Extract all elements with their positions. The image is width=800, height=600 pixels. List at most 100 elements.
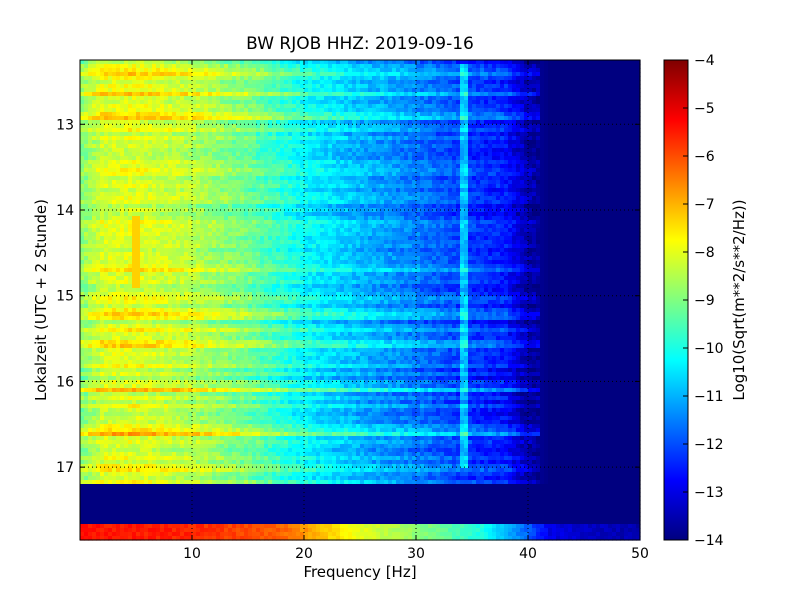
heatmap-cell [124, 124, 129, 129]
heatmap-cell [260, 124, 265, 129]
heatmap-cell [140, 72, 145, 77]
heatmap-cell [360, 152, 365, 157]
heatmap-cell [80, 148, 85, 153]
heatmap-cell [256, 140, 261, 145]
heatmap-cell [500, 104, 505, 109]
heatmap-cell [512, 160, 517, 165]
heatmap-cell [412, 88, 417, 93]
heatmap-cell [184, 120, 189, 125]
heatmap-cell [112, 112, 117, 117]
heatmap-cell [616, 148, 621, 153]
heatmap-cell [336, 144, 341, 149]
heatmap-cell [528, 92, 533, 97]
heatmap-cell [496, 108, 501, 113]
heatmap-cell [224, 184, 229, 189]
heatmap-cell [556, 188, 561, 193]
heatmap-cell [380, 64, 385, 69]
heatmap-cell [180, 164, 185, 169]
heatmap-cell [188, 172, 193, 177]
heatmap-cell [92, 156, 97, 161]
heatmap-cell [368, 168, 373, 173]
heatmap-cell [264, 92, 269, 97]
heatmap-cell [380, 112, 385, 117]
heatmap-cell [560, 96, 565, 101]
heatmap-cell [116, 164, 121, 169]
heatmap-cell [300, 64, 305, 69]
heatmap-cell [548, 184, 553, 189]
heatmap-cell [380, 152, 385, 157]
heatmap-cell [320, 176, 325, 181]
heatmap-cell [256, 84, 261, 89]
heatmap-cell [100, 172, 105, 177]
heatmap-cell [412, 180, 417, 185]
heatmap-cell [360, 116, 365, 121]
heatmap-cell [244, 164, 249, 169]
heatmap-cell [472, 152, 477, 157]
heatmap-cell [420, 72, 425, 77]
heatmap-cell [84, 196, 89, 201]
heatmap-cell [156, 192, 161, 197]
heatmap-cell [364, 84, 369, 89]
heatmap-cell [540, 120, 545, 125]
heatmap-cell [212, 164, 217, 169]
heatmap-cell [92, 200, 97, 205]
heatmap-cell [208, 80, 213, 85]
heatmap-cell [568, 72, 573, 77]
heatmap-cell [400, 196, 405, 201]
heatmap-cell [424, 132, 429, 137]
heatmap-cell [632, 80, 637, 85]
heatmap-cell [560, 132, 565, 137]
heatmap-cell [416, 60, 421, 65]
heatmap-cell [448, 120, 453, 125]
heatmap-cell [404, 88, 409, 93]
heatmap-cell [536, 160, 541, 165]
heatmap-cell [500, 144, 505, 149]
heatmap-cell [128, 92, 133, 97]
heatmap-cell [468, 80, 473, 85]
heatmap-cell [512, 148, 517, 153]
heatmap-cell [200, 160, 205, 165]
heatmap-cell [328, 116, 333, 121]
heatmap-cell [592, 72, 597, 77]
heatmap-cell [388, 96, 393, 101]
heatmap-cell [356, 124, 361, 129]
heatmap-cell [440, 200, 445, 205]
heatmap-cell [424, 196, 429, 201]
heatmap-cell [120, 68, 125, 73]
heatmap-cell [496, 96, 501, 101]
heatmap-cell [592, 84, 597, 89]
heatmap-cell [568, 196, 573, 201]
heatmap-cell [284, 92, 289, 97]
heatmap-cell [600, 136, 605, 141]
heatmap-cell [144, 64, 149, 69]
heatmap-cell [588, 92, 593, 97]
heatmap-cell [192, 124, 197, 129]
heatmap-cell [228, 72, 233, 77]
heatmap-cell [248, 92, 253, 97]
heatmap-cell [600, 100, 605, 105]
heatmap-cell [532, 92, 537, 97]
heatmap-cell [244, 160, 249, 165]
heatmap-cell [612, 188, 617, 193]
heatmap-cell [600, 180, 605, 185]
heatmap-cell [336, 188, 341, 193]
heatmap-cell [520, 100, 525, 105]
heatmap-cell [596, 112, 601, 117]
heatmap-cell [316, 144, 321, 149]
heatmap-cell [436, 108, 441, 113]
heatmap-cell [220, 188, 225, 193]
heatmap-cell [308, 124, 313, 129]
heatmap-cell [244, 92, 249, 97]
heatmap-cell [116, 132, 121, 137]
heatmap-cell [364, 100, 369, 105]
heatmap-cell [560, 76, 565, 81]
heatmap-cell [156, 68, 161, 73]
heatmap-cell [128, 100, 133, 105]
heatmap-cell [540, 124, 545, 129]
heatmap-cell [144, 76, 149, 81]
heatmap-cell [228, 76, 233, 81]
heatmap-cell [600, 160, 605, 165]
heatmap-cell [424, 124, 429, 129]
heatmap-cell [464, 180, 469, 185]
heatmap-cell [444, 80, 449, 85]
